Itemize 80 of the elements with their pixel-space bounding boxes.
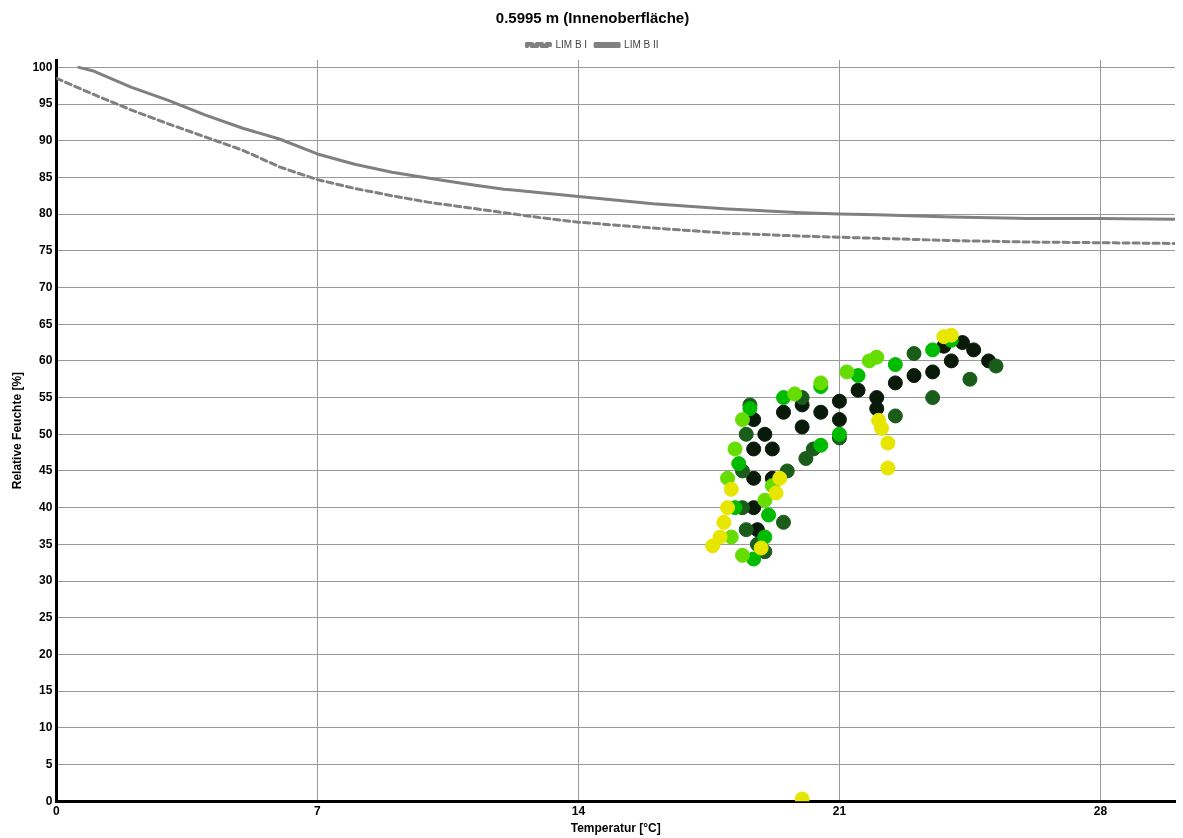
point: [772, 470, 788, 486]
x-axis-title: Temperatur [°C]: [570, 821, 661, 836]
point: [831, 393, 847, 409]
y-tick-label: 35: [39, 536, 53, 551]
y-tick-label: 50: [39, 426, 53, 441]
point: [716, 514, 732, 530]
line-series: [56, 76, 1175, 245]
y-tick-label: 15: [39, 683, 53, 698]
point: [839, 364, 855, 380]
point: [794, 419, 810, 435]
point: [906, 368, 922, 384]
point: [742, 401, 758, 417]
point: [738, 522, 754, 538]
point: [880, 435, 896, 451]
point: [753, 540, 769, 556]
point: [720, 500, 736, 516]
point: [761, 507, 777, 523]
y-tick-label: 25: [39, 610, 53, 625]
legend-label: LIM B I: [555, 38, 588, 50]
point: [757, 426, 773, 442]
point: [925, 342, 941, 358]
point: [712, 529, 728, 545]
point: [988, 358, 1004, 374]
y-tick-label: 0: [45, 793, 53, 808]
point: [734, 412, 750, 428]
point: [776, 514, 791, 530]
y-tick-label: 10: [39, 720, 53, 735]
point: [874, 420, 890, 436]
point: [869, 349, 885, 365]
point: [787, 386, 803, 402]
point: [966, 342, 982, 358]
point: [757, 492, 773, 508]
point: [943, 353, 959, 369]
point: [925, 364, 941, 380]
point: [746, 470, 762, 486]
y-tick-label: 45: [39, 463, 53, 478]
point: [962, 371, 978, 387]
point: [887, 375, 903, 391]
y-tick-label: 5: [45, 756, 53, 771]
legend-label: LIM B II: [624, 38, 659, 50]
y-tick-label: 75: [39, 243, 53, 258]
point: [734, 547, 750, 563]
x-tick-label: 7: [314, 803, 322, 818]
point: [887, 357, 903, 373]
point: [764, 441, 780, 457]
point: [813, 437, 829, 453]
y-tick-label: 55: [39, 389, 53, 404]
point: [723, 481, 739, 497]
chart-title: 0.5995 m (Innenoberfläche): [495, 9, 690, 27]
y-tick-label: 90: [39, 133, 53, 148]
y-tick-label: 100: [32, 59, 53, 74]
y-tick-label: 20: [39, 646, 53, 661]
point: [731, 456, 747, 472]
y-axis-title: Relative Feuchte [%]: [9, 371, 24, 490]
point: [813, 375, 829, 391]
point: [831, 412, 847, 428]
x-tick-label: 28: [1093, 803, 1108, 818]
point: [887, 408, 903, 424]
point: [925, 390, 941, 406]
point: [831, 426, 847, 442]
y-tick-label: 60: [39, 353, 53, 368]
point: [768, 485, 784, 501]
x-tick-label: 14: [571, 803, 586, 818]
y-tick-label: 85: [39, 169, 53, 184]
point: [746, 441, 762, 457]
point: [850, 368, 866, 384]
point: [776, 404, 791, 420]
y-tick-label: 40: [39, 499, 53, 514]
point: [880, 460, 896, 476]
x-tick-label: 21: [832, 803, 847, 818]
point: [738, 426, 754, 442]
point: [727, 441, 743, 457]
y-tick-label: 65: [39, 316, 53, 331]
y-tick-label: 80: [39, 206, 53, 221]
point: [906, 346, 922, 362]
y-tick-label: 70: [39, 279, 53, 294]
y-tick-label: 95: [39, 96, 53, 111]
point: [813, 404, 829, 420]
y-tick-label: 30: [39, 573, 53, 588]
point: [850, 382, 866, 398]
